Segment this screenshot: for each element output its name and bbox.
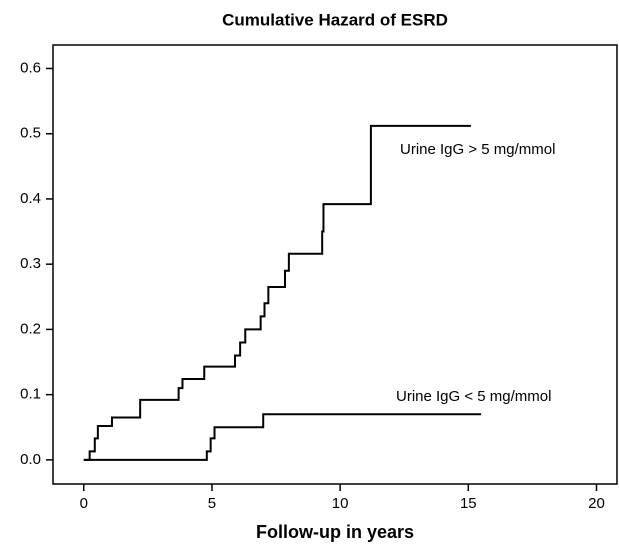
x-tick-label: 0 [80, 495, 88, 512]
step-line [83, 124, 471, 461]
y-tick-label: 0.5 [20, 125, 41, 142]
series-label: Urine IgG < 5 mg/mmol [396, 388, 551, 405]
y-tick-label: 0.0 [20, 451, 41, 468]
step-line [83, 413, 482, 461]
x-tick-label: 20 [588, 495, 605, 512]
x-tick-label: 5 [208, 495, 216, 512]
y-tick-label: 0.2 [20, 320, 41, 337]
x-tick-label: 10 [332, 495, 349, 512]
y-tick-label: 0.3 [20, 255, 41, 272]
y-tick-label: 0.6 [20, 59, 41, 76]
series-label: Urine IgG > 5 mg/mmol [400, 141, 555, 158]
x-axis-title: Follow-up in years [256, 522, 414, 542]
chart-title: Cumulative Hazard of ESRD [222, 10, 448, 29]
y-tick-label: 0.1 [20, 386, 41, 403]
x-tick-label: 15 [460, 495, 477, 512]
y-tick-label: 0.4 [20, 190, 41, 207]
